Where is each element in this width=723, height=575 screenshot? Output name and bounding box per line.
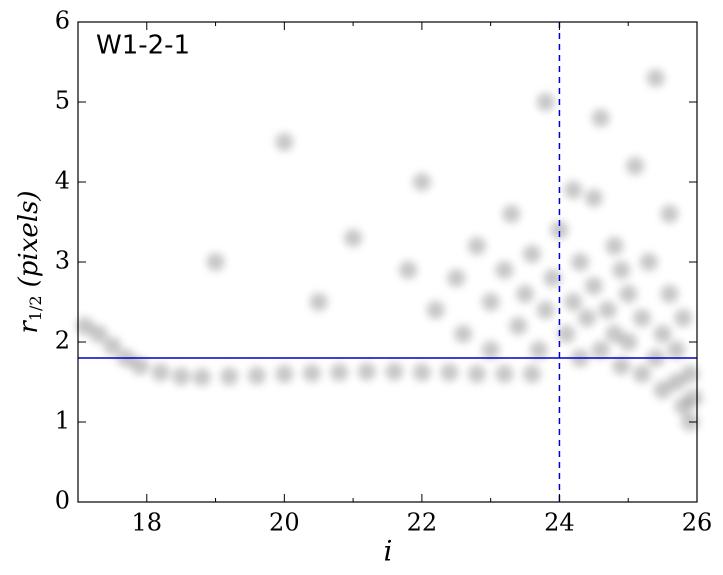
point	[598, 301, 617, 319]
y-label-main: r	[14, 320, 44, 334]
point	[660, 285, 679, 303]
point	[605, 237, 624, 255]
point	[605, 325, 624, 343]
point	[344, 229, 363, 247]
x-tick-label: 20	[269, 509, 300, 537]
y-tick-label: 0	[55, 487, 70, 515]
point	[577, 309, 596, 327]
point	[172, 367, 191, 386]
point	[495, 261, 514, 279]
point	[275, 133, 294, 151]
point	[632, 309, 651, 327]
point	[357, 362, 376, 381]
points-layer	[75, 69, 703, 431]
point	[522, 245, 541, 263]
point	[481, 341, 500, 359]
point	[619, 333, 638, 351]
point	[653, 325, 672, 343]
point	[529, 341, 548, 359]
point	[536, 93, 555, 111]
point	[440, 363, 459, 382]
point	[557, 325, 576, 343]
point	[612, 357, 631, 375]
point	[550, 221, 569, 239]
point	[564, 181, 583, 199]
point	[653, 381, 672, 399]
x-tick-label: 26	[682, 509, 713, 537]
point	[639, 253, 658, 271]
y-tick-label: 3	[55, 247, 70, 275]
point	[619, 285, 638, 303]
point	[591, 341, 610, 359]
point	[612, 261, 631, 279]
x-tick-label: 24	[544, 509, 575, 537]
point	[309, 293, 328, 311]
x-tick-label: 18	[132, 509, 163, 537]
point	[426, 301, 445, 319]
point	[495, 365, 514, 383]
point	[516, 285, 535, 303]
point	[385, 362, 404, 381]
y-tick-label: 5	[55, 87, 70, 115]
point	[646, 69, 665, 87]
plot-frame	[77, 21, 698, 503]
y-tick-label: 2	[55, 327, 70, 355]
point	[275, 365, 294, 383]
point	[509, 317, 528, 335]
y-tick-label: 1	[55, 407, 70, 435]
point	[667, 373, 686, 391]
point	[75, 317, 94, 335]
point	[192, 368, 211, 387]
point	[684, 389, 703, 407]
point	[571, 253, 590, 271]
point	[522, 365, 541, 383]
point	[467, 237, 486, 255]
point	[502, 205, 521, 223]
y-label-rest: (pixels)	[14, 190, 44, 287]
point	[660, 205, 679, 223]
y-label-subscript: 1/2	[26, 295, 45, 321]
point	[412, 173, 431, 191]
point	[103, 337, 122, 355]
point	[454, 325, 473, 343]
point	[206, 253, 225, 271]
point	[399, 261, 418, 279]
point	[584, 189, 603, 207]
point	[564, 293, 583, 311]
point	[89, 325, 108, 343]
point	[220, 367, 239, 386]
annotation: W1-2-1	[96, 31, 190, 61]
point	[681, 365, 700, 383]
point	[667, 341, 686, 359]
point	[247, 366, 266, 385]
y-tick-label: 6	[55, 7, 70, 35]
x-tick-label: 22	[407, 509, 438, 537]
point	[536, 301, 555, 319]
point	[302, 364, 321, 383]
point	[130, 357, 149, 375]
point	[632, 365, 651, 383]
point	[467, 365, 486, 383]
point	[584, 277, 603, 295]
point	[543, 269, 562, 287]
point	[481, 293, 500, 311]
point	[626, 157, 645, 175]
point	[330, 363, 349, 382]
y-axis-label: r1/2 (pixels)	[14, 190, 45, 333]
point	[412, 363, 431, 382]
y-tick-label: 4	[55, 167, 70, 195]
point	[674, 309, 693, 327]
x-axis-label: i	[384, 535, 393, 568]
point	[447, 269, 466, 287]
point	[151, 363, 170, 382]
point	[591, 109, 610, 127]
